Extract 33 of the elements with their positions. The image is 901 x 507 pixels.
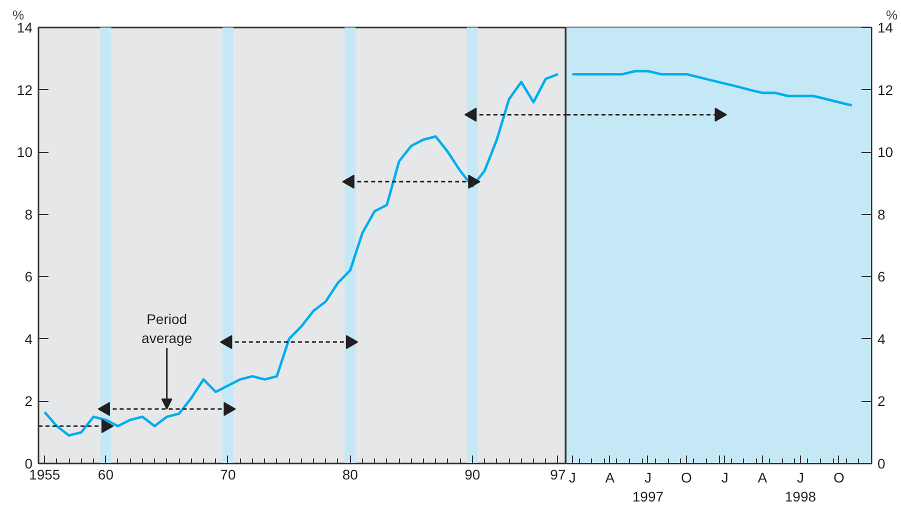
x-tick-label: 60 bbox=[98, 466, 114, 482]
x-tick-label: O bbox=[833, 470, 844, 486]
annotation: Period average bbox=[142, 310, 192, 346]
y-tick-label: 12 bbox=[16, 82, 33, 98]
y-tick-label: 6 bbox=[878, 268, 886, 285]
x-tick-label: 70 bbox=[220, 466, 236, 482]
x-tick-label: J bbox=[568, 470, 576, 486]
x-tick-label: 80 bbox=[342, 466, 358, 482]
y-tick-label: 12 bbox=[878, 82, 894, 98]
x-tick-label: J 1998 bbox=[784, 470, 816, 505]
x-tick-label: J 1997 bbox=[632, 470, 664, 505]
y-tick-label: 2 bbox=[878, 393, 886, 410]
y-tick-label: 6 bbox=[24, 268, 33, 285]
y-tick-label: 0 bbox=[878, 456, 886, 472]
x-tick-label: 97 bbox=[550, 466, 566, 482]
y-tick-label: 14 bbox=[878, 20, 894, 36]
y-axis-title: % bbox=[12, 8, 24, 22]
y-tick-label: 10 bbox=[878, 144, 894, 160]
x-tick-label: 90 bbox=[464, 466, 480, 482]
x-tick-label: O bbox=[680, 470, 692, 486]
y-tick-label: 4 bbox=[878, 330, 886, 347]
y-tick-label: 2 bbox=[24, 393, 33, 410]
y-tick-label: 8 bbox=[24, 206, 33, 222]
x-tick-label: A bbox=[605, 470, 616, 486]
y-tick-label: 4 bbox=[24, 330, 33, 347]
y-tick-label: 8 bbox=[878, 206, 886, 222]
x-tick-label: A bbox=[758, 470, 768, 486]
y-axis-title: % bbox=[886, 8, 898, 22]
y-tick-label: 10 bbox=[16, 144, 33, 160]
x-tick-label: J bbox=[721, 470, 728, 486]
y-tick-label: 14 bbox=[16, 20, 33, 36]
line-series bbox=[571, 70, 854, 107]
line-series bbox=[43, 72, 560, 437]
